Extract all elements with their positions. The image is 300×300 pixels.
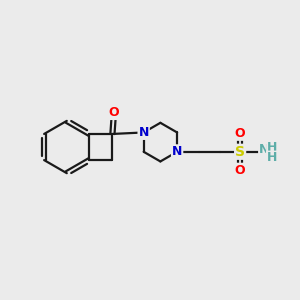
Text: H: H <box>267 141 277 154</box>
Text: H: H <box>267 151 277 164</box>
Text: S: S <box>235 145 245 159</box>
Text: O: O <box>235 164 245 177</box>
Text: O: O <box>109 106 119 119</box>
Text: N: N <box>259 143 269 156</box>
Text: N: N <box>139 126 149 139</box>
Text: N: N <box>172 145 182 158</box>
Text: O: O <box>235 127 245 140</box>
